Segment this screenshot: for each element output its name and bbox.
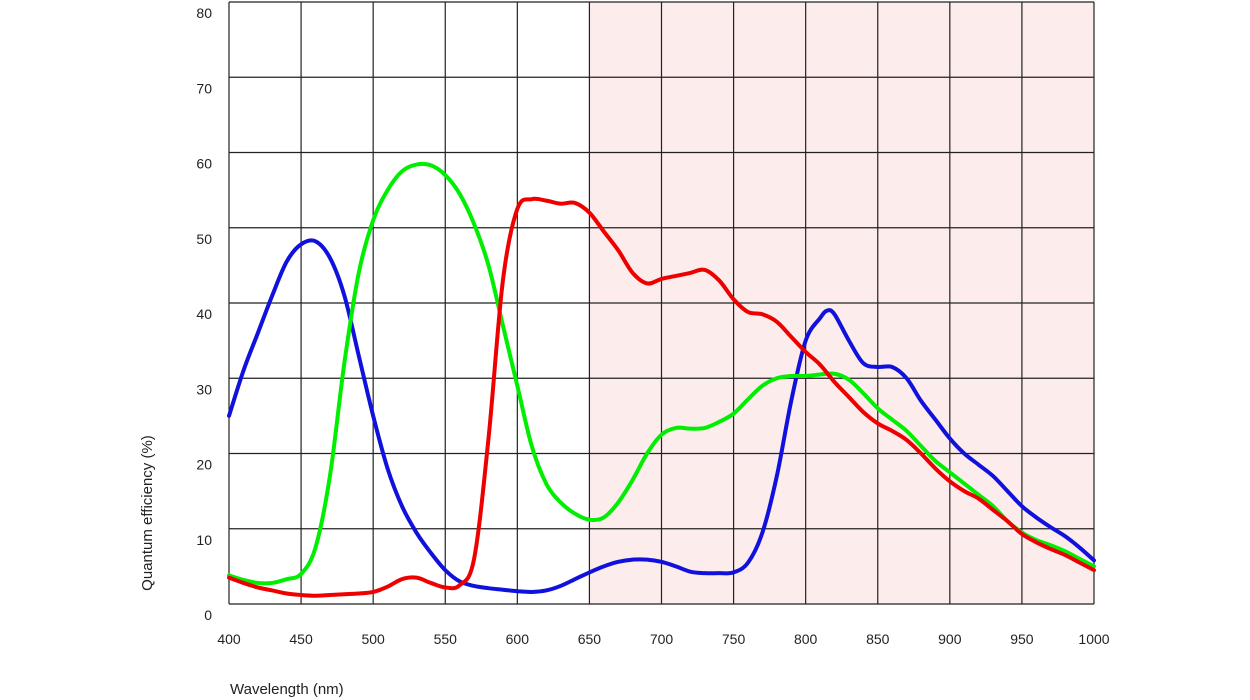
- y-tick-label: 30: [196, 381, 212, 397]
- y-tick-label: 60: [196, 156, 212, 172]
- x-axis-label: Wavelength (nm): [230, 681, 344, 698]
- x-tick-label: 750: [722, 631, 746, 647]
- y-axis-label: Quantum efficiency (%): [139, 435, 156, 591]
- x-tick-label: 950: [1010, 631, 1034, 647]
- x-tick-label: 700: [650, 631, 674, 647]
- x-tick-label: 600: [506, 631, 530, 647]
- x-tick-label: 400: [217, 631, 241, 647]
- y-tick-label: 40: [196, 306, 212, 322]
- series-line-2: [227, 161, 1096, 586]
- series-line-1: [227, 238, 1096, 594]
- y-tick-label: 50: [196, 231, 212, 247]
- y-tick-label: 20: [196, 457, 212, 473]
- x-tick-label: 450: [289, 631, 313, 647]
- series-line-3: [227, 196, 1096, 598]
- y-tick-label: 80: [196, 5, 212, 21]
- x-tick-label: 1000: [1078, 631, 1109, 647]
- y-tick-label: 10: [196, 532, 212, 548]
- y-tick-label: 0: [204, 607, 212, 623]
- x-tick-label: 850: [866, 631, 890, 647]
- x-tick-label: 900: [938, 631, 962, 647]
- x-tick-label: 650: [578, 631, 602, 647]
- y-tick-label: 70: [196, 80, 212, 96]
- x-tick-label: 500: [361, 631, 385, 647]
- x-tick-label: 550: [434, 631, 458, 647]
- x-tick-label: 800: [794, 631, 818, 647]
